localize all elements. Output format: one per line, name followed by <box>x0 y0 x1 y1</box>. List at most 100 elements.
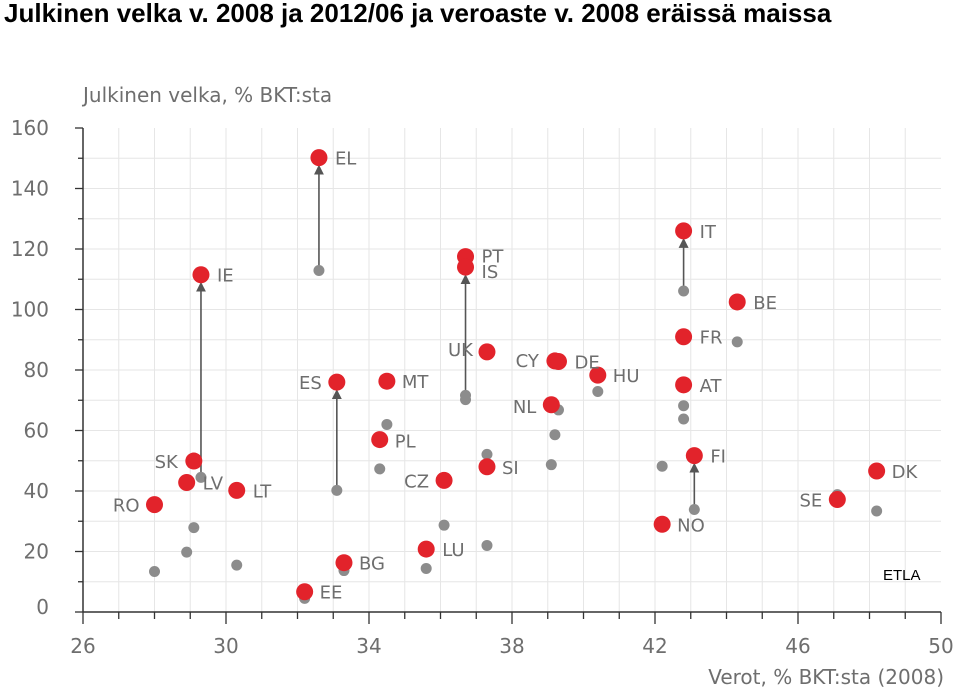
point-current-cz <box>435 471 453 489</box>
x-tick-label: 34 <box>356 634 381 658</box>
point-earlier-ro <box>149 565 160 577</box>
point-current-bg <box>335 554 353 572</box>
label-hu: HU <box>613 366 640 387</box>
label-ee: EE <box>320 583 343 604</box>
point-earlier-lv <box>181 546 193 558</box>
point-earlier-uk <box>481 448 493 460</box>
x-axis-label: Verot, % BKT:sta (2008) <box>708 665 944 689</box>
point-current-fi <box>685 447 703 465</box>
point-current-de <box>549 353 567 371</box>
y-axis-label: Julkinen velka, % BKT:sta <box>81 83 332 107</box>
point-earlier-lt <box>231 559 243 571</box>
point-earlier-sk <box>188 522 200 534</box>
point-current-is <box>457 258 475 276</box>
point-current-be <box>728 293 746 311</box>
point-earlier-es <box>331 484 343 496</box>
y-tick-label: 40 <box>24 479 49 503</box>
label-bg: BG <box>359 554 385 575</box>
label-cy: CY <box>516 351 540 372</box>
point-current-dk <box>868 462 886 480</box>
point-current-mt <box>378 372 396 390</box>
label-ie: IE <box>217 266 234 287</box>
arrows <box>195 164 700 510</box>
y-tick-label: 140 <box>11 177 49 201</box>
y-tick-label: 160 <box>11 116 49 140</box>
y-tick-label: 60 <box>24 419 49 443</box>
label-no: NO <box>677 515 705 536</box>
point-current-uk <box>478 343 496 361</box>
label-fr: FR <box>700 328 723 349</box>
point-earlier-cy <box>549 429 561 441</box>
label-cz: CZ <box>404 471 429 492</box>
x-tick-label: 26 <box>70 634 95 658</box>
point-current-ro <box>146 496 163 514</box>
y-tick-label: 80 <box>24 358 49 382</box>
point-earlier-si <box>481 539 493 551</box>
current-points <box>146 149 886 601</box>
grid <box>83 128 941 612</box>
label-lv: LV <box>203 474 224 495</box>
label-lt: LT <box>253 481 273 502</box>
point-current-it <box>675 222 693 240</box>
label-ro: RO <box>113 496 140 517</box>
chart-title: Julkinen velka v. 2008 ja 2012/06 ja ver… <box>4 0 832 28</box>
label-fi: FI <box>710 447 726 468</box>
point-earlier-is <box>460 394 472 406</box>
x-tick-label: 30 <box>213 634 238 658</box>
point-current-sk <box>185 452 203 470</box>
y-tick-label: 20 <box>24 540 49 564</box>
point-current-se <box>828 490 846 508</box>
label-de: DE <box>574 353 599 374</box>
point-earlier-be <box>731 336 743 348</box>
label-pl: PL <box>395 432 416 453</box>
point-earlier-ie <box>195 471 207 483</box>
label-lu: LU <box>442 540 464 561</box>
x-tick-label: 46 <box>785 634 810 658</box>
label-si: SI <box>502 458 519 479</box>
label-sk: SK <box>155 452 179 473</box>
axes: 26 30 34 38 42 46 50 0 20 40 60 80 100 120 140 160 <box>11 116 954 658</box>
label-dk: DK <box>892 462 919 483</box>
point-earlier-dk <box>871 505 883 517</box>
point-current-el <box>310 149 328 167</box>
label-es: ES <box>299 373 322 394</box>
y-tick-label: 120 <box>11 237 49 261</box>
point-earlier-el <box>313 264 325 276</box>
point-earlier-mt <box>381 418 393 430</box>
point-current-ee <box>296 583 314 601</box>
point-current-lu <box>417 540 435 558</box>
point-earlier-it <box>678 285 690 297</box>
label-it: IT <box>700 222 717 243</box>
point-earlier-fi <box>688 503 700 515</box>
point-earlier-fr <box>678 400 690 412</box>
point-earlier-cz <box>438 519 450 531</box>
earlier-points <box>149 264 883 604</box>
point-earlier-at <box>678 413 690 425</box>
point-current-pl <box>371 431 389 449</box>
x-tick-label: 38 <box>499 634 524 658</box>
label-pt: PT <box>482 247 505 268</box>
point-current-at <box>675 376 693 394</box>
point-current-fr <box>675 328 693 346</box>
point-earlier-nl <box>545 459 557 471</box>
label-se: SE <box>800 490 823 511</box>
x-tick-label: 50 <box>928 634 953 658</box>
label-be: BE <box>753 293 777 314</box>
point-current-no <box>653 515 671 533</box>
point-earlier-no <box>656 460 668 472</box>
point-current-es <box>328 373 346 391</box>
point-current-hu <box>589 366 607 384</box>
label-at: AT <box>700 376 723 397</box>
label-is: IS <box>482 262 499 283</box>
point-earlier-lu <box>420 562 432 574</box>
label-uk: UK <box>448 340 474 361</box>
label-el: EL <box>335 149 356 170</box>
point-current-lv <box>178 474 196 492</box>
point-earlier-pl <box>374 463 386 475</box>
x-tick-label: 42 <box>642 634 667 658</box>
label-nl: NL <box>513 397 537 418</box>
y-tick-label: 100 <box>11 298 49 322</box>
point-earlier-hu <box>592 385 604 397</box>
